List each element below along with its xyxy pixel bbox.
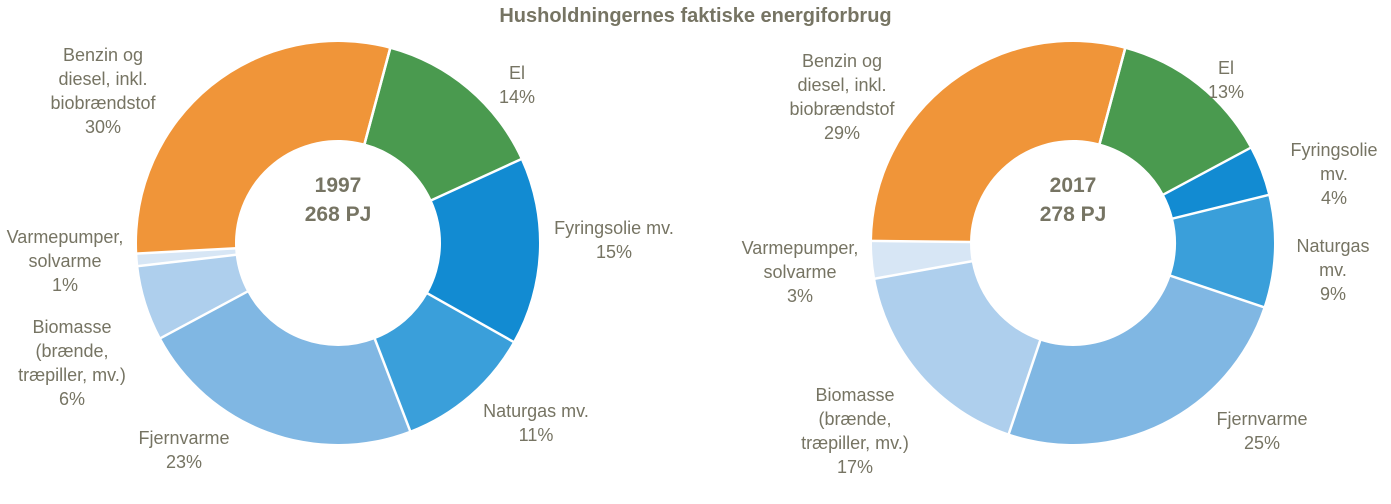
slice-separator [136,253,238,268]
center-label-1997: 1997 268 PJ [305,171,372,229]
slice-biomasse-2017 [875,261,1041,434]
label-el-1997: El 14% [498,63,536,107]
donut-svg-2017 [870,42,1275,444]
label-benzin-1997: Benzin og diesel, inkl. biobrændstof 30% [50,45,156,137]
slice-fyringsolie-1997 [427,159,539,342]
chart-title: Husholdningernes faktiske energiforbrug [499,5,892,27]
slice-separator [363,47,392,146]
center-total: 268 PJ [304,203,372,226]
label-biomasse-2017: Biomasse (brænde, træpiller, mv.) 17% [801,385,909,477]
slice-benzin-2017 [872,42,1126,242]
label-naturgas-1997: Naturgas mv. 11% [483,401,589,445]
label-benzin-2017: Benzin og diesel, inkl. biobrændstof 29% [789,51,895,143]
slice-separator [1098,47,1127,146]
slice-fjernvarme-1997 [160,291,411,444]
center-label-2017: 2017 278 PJ [1040,171,1107,229]
slice-separator [1168,274,1266,309]
label-fjernvarme-2017: Fjernvarme 25% [1216,409,1308,453]
slice-separator [135,247,237,255]
slice-separator [158,289,250,340]
label-fjernvarme-1997: Fjernvarme 23% [138,428,230,472]
slice-separator [1007,338,1042,436]
label-varmepumper-1997: Varmepumper, solvarme 1% [6,227,124,295]
slice-separator [873,259,974,281]
slice-benzin-1997 [137,42,391,254]
slice-separator [1161,146,1253,197]
slice-el-2017 [1099,48,1251,195]
label-fyringsolie-1997: Fyringsolie mv. 15% [554,218,674,262]
slice-biomasse-1997 [138,254,248,338]
slice-varmepumper-2017 [871,240,972,279]
slice-fjernvarme-2017 [1008,275,1264,444]
donut-svg-1997 [135,42,539,444]
slice-el-1997 [364,48,521,201]
label-fyringsolie-2017: Fyringsolie mv. 4% [1290,140,1378,208]
slice-separator [870,239,972,244]
slice-separator [429,157,523,202]
center-year: 2017 [1049,174,1097,197]
slice-naturgas-1997 [374,293,514,431]
slice-separator [373,337,412,433]
label-el-2017: El 13% [1207,58,1245,102]
slice-separator [425,291,516,344]
center-year: 1997 [314,174,362,197]
center-total: 278 PJ [1039,203,1107,226]
label-naturgas-2017: Naturgas mv. 9% [1296,236,1370,304]
slice-separator [1171,193,1270,221]
label-biomasse-1997: Biomasse (brænde, træpiller, mv.) 6% [18,317,126,409]
label-varmepumper-2017: Varmepumper, solvarme 3% [741,238,859,306]
slice-naturgas-2017 [1170,195,1275,308]
